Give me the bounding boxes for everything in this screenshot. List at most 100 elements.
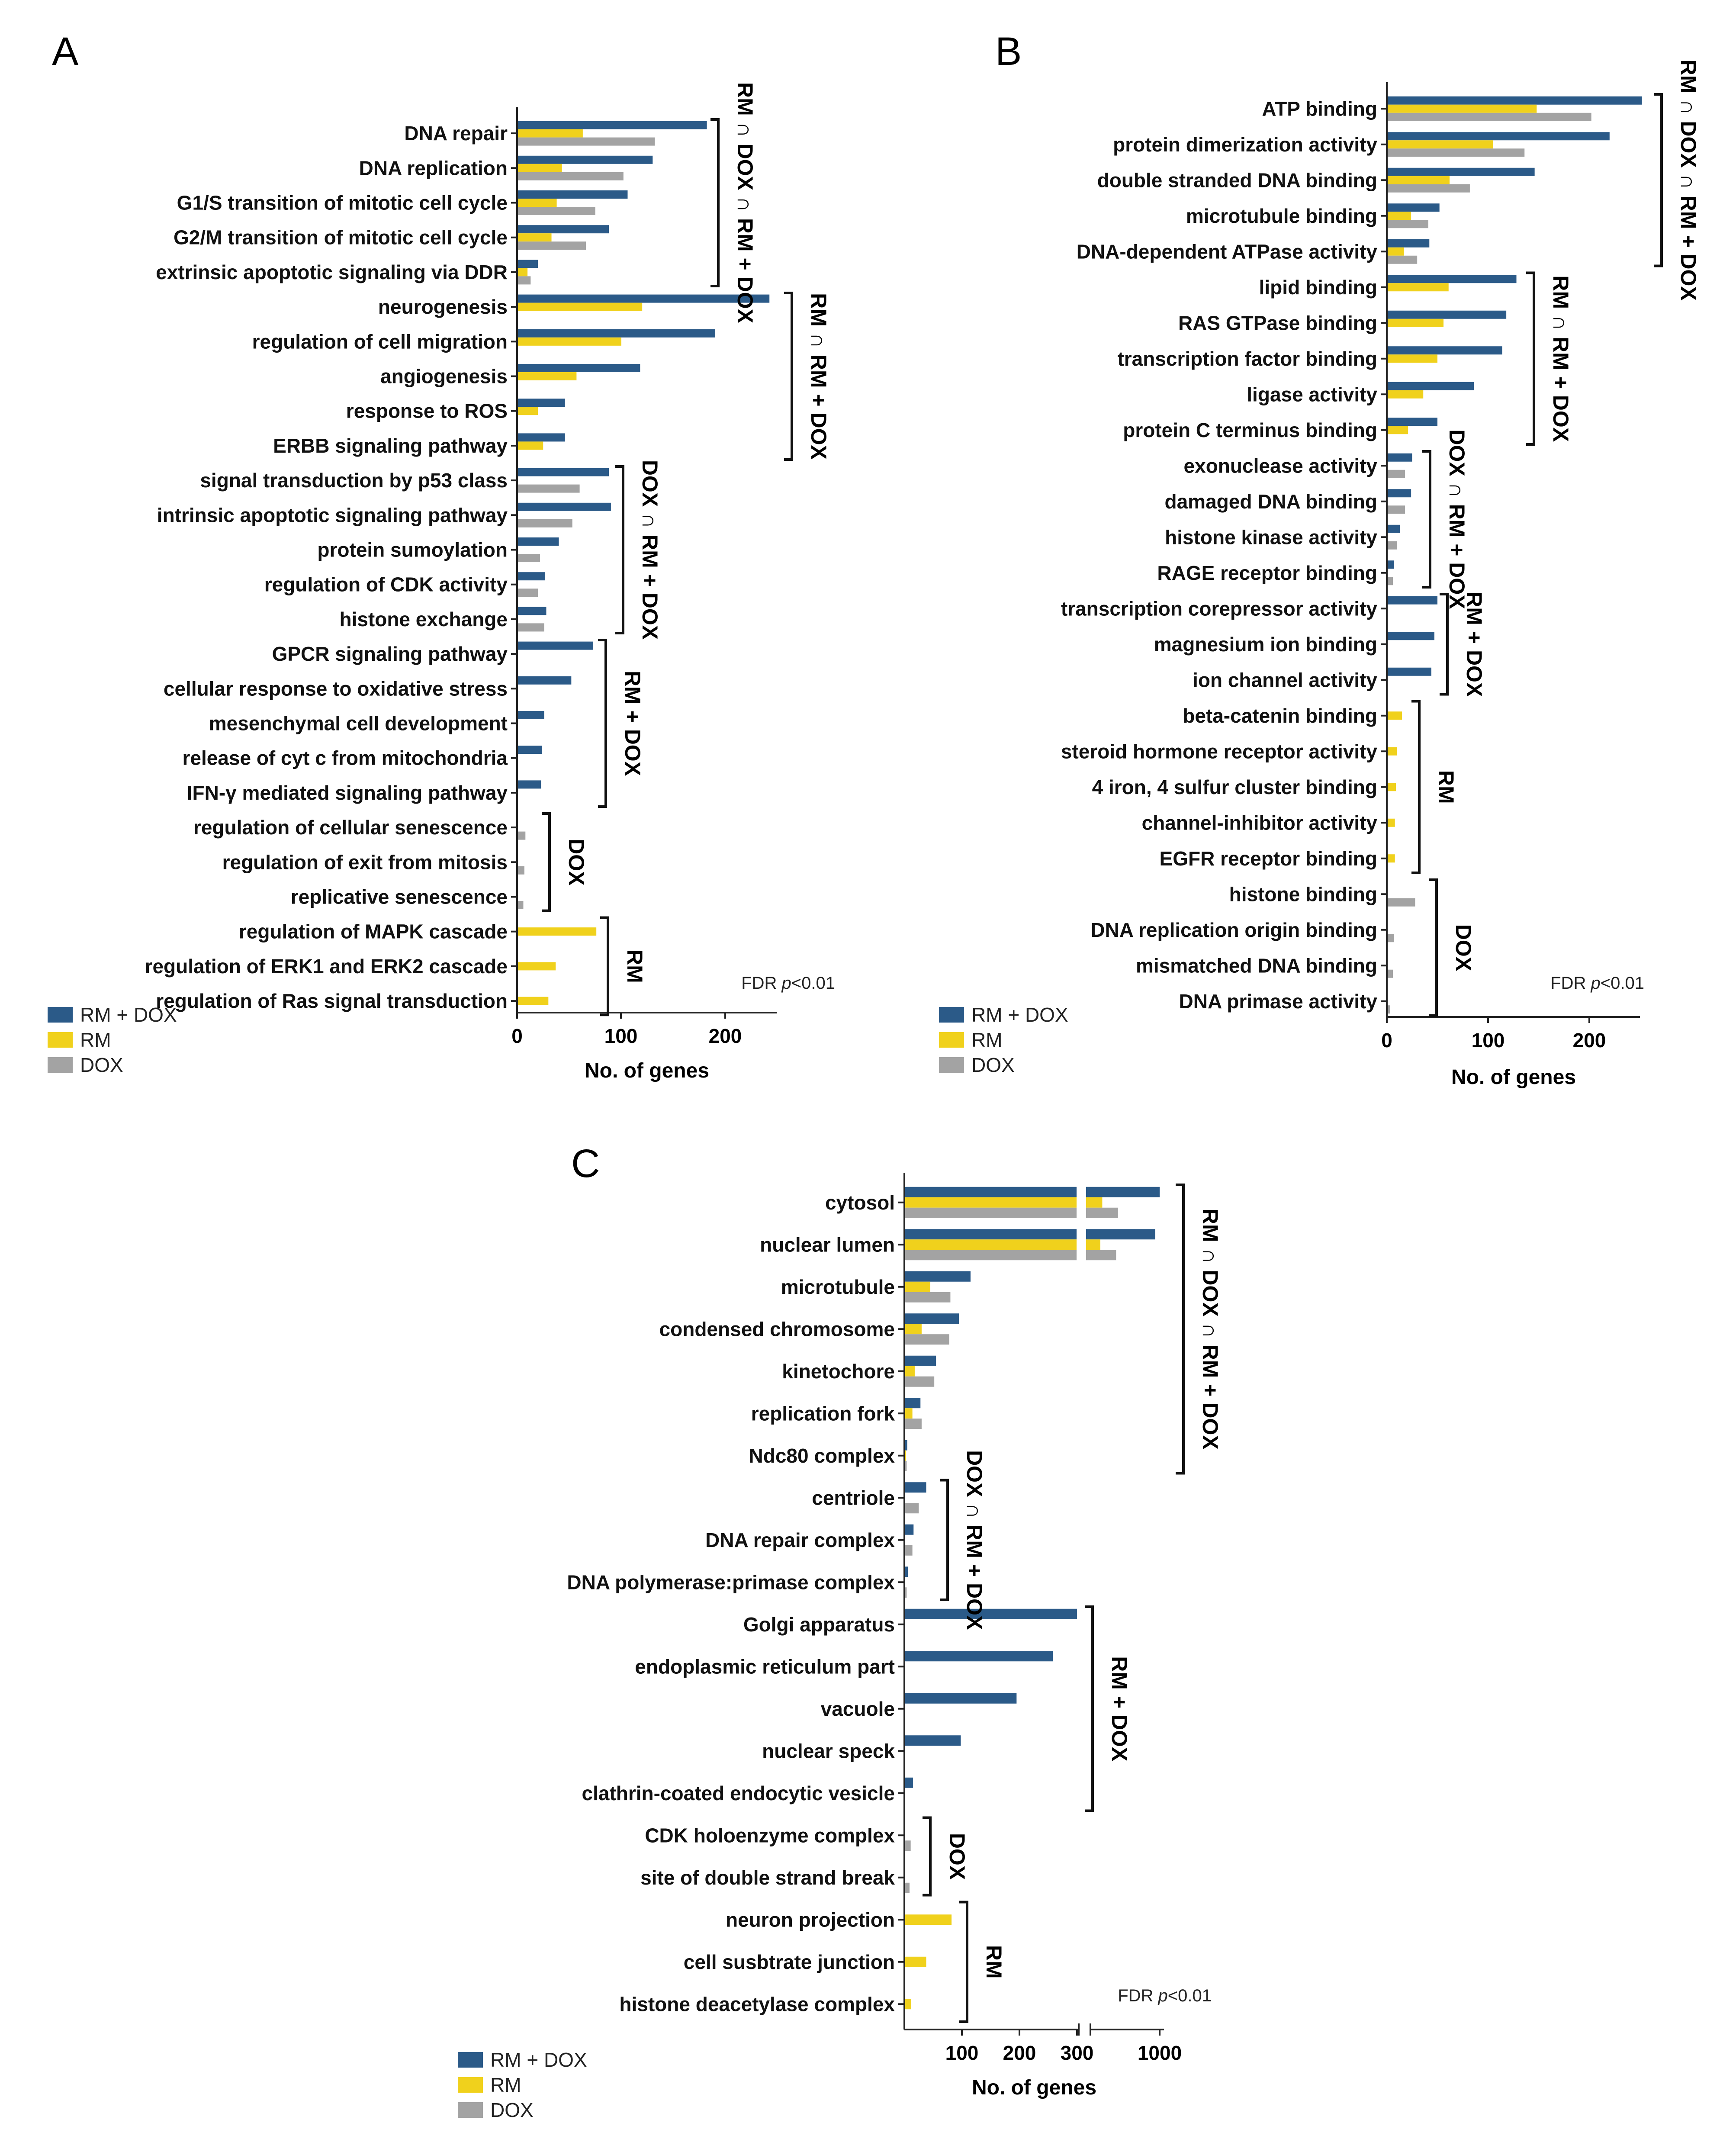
legend-swatch-rm	[48, 1032, 73, 1048]
category-label: cytosol	[825, 1191, 895, 1214]
bar-rm-dox	[517, 225, 609, 234]
bar-rm	[517, 302, 643, 311]
category-label: histone kinase activity	[1165, 526, 1377, 548]
bar-rm	[517, 199, 557, 207]
bar-dox	[904, 1418, 922, 1429]
bar-rm-dox	[1387, 632, 1434, 640]
bar-rm-dox	[1387, 489, 1411, 498]
group-label: DOX ∩ RM + DOX	[1445, 429, 1469, 609]
bar-rm-dox	[517, 433, 565, 442]
bar-rm-dox	[517, 780, 541, 789]
bar-rm-dox	[517, 399, 565, 407]
bar-dox	[904, 1334, 949, 1345]
x-tick-label: 200	[709, 1025, 742, 1047]
category-label: kinetochore	[782, 1360, 895, 1383]
bar-dox	[517, 137, 655, 146]
bar-rm-dox	[904, 1440, 907, 1451]
category-label: exonuclease activity	[1184, 454, 1378, 477]
legend-swatch-rm-dox	[48, 1007, 73, 1023]
bar-dox	[517, 831, 526, 840]
bar-rm-dox	[517, 746, 542, 754]
bar-dox	[517, 207, 595, 215]
legend-label: DOX	[80, 1054, 123, 1076]
bar-dox	[1387, 969, 1393, 978]
bar-rm	[1387, 390, 1424, 399]
bar-rm	[1387, 783, 1396, 791]
bar-rm	[904, 1239, 1100, 1250]
bar-rm	[517, 129, 583, 138]
bar-dox	[517, 554, 540, 562]
bar-rm-dox	[904, 1524, 914, 1535]
bar-rm-dox	[1387, 203, 1440, 212]
bar-dox	[904, 1503, 919, 1514]
category-label: DNA repair	[404, 122, 508, 145]
x-axis-label: No. of genes	[1451, 1066, 1576, 1089]
group-label: RM ∩ RM + DOX	[807, 293, 831, 460]
x-tick-label: 1000	[1138, 2042, 1182, 2064]
category-label: EGFR receptor binding	[1160, 847, 1377, 870]
category-label: replication fork	[751, 1402, 895, 1425]
bar-rm	[1387, 104, 1537, 113]
bar-rm-dox	[1387, 453, 1412, 462]
category-label: G2/M transition of mitotic cell cycle	[174, 226, 508, 249]
legend-label: RM	[971, 1029, 1003, 1051]
category-label: angiogenesis	[380, 365, 508, 388]
bar-rm-dox	[904, 1651, 1053, 1662]
bar-dox	[1387, 220, 1428, 228]
bar-dox	[517, 484, 580, 493]
category-label: transcription corepressor activity	[1061, 597, 1378, 620]
bar-rm-dox	[904, 1187, 1160, 1197]
bar-rm	[904, 1408, 913, 1419]
group-bracket	[1440, 593, 1449, 696]
category-label: steroid hormone receptor activity	[1061, 740, 1377, 762]
fdr-note: FDR p<0.01	[1118, 1986, 1212, 2005]
group-bracket	[1654, 93, 1663, 267]
category-label: damaged DNA binding	[1164, 490, 1377, 513]
panel-b: ATP binding protein dimerization activity…	[939, 60, 1701, 1089]
legend-label: DOX	[490, 2099, 534, 2121]
legend-label: RM	[490, 2074, 521, 2096]
bar-rm-dox	[1387, 96, 1642, 105]
group-label: RM	[623, 949, 647, 983]
category-label: regulation of cell migration	[252, 330, 508, 353]
bar-rm	[1387, 140, 1493, 149]
legend-swatch-dox	[939, 1057, 964, 1073]
bar-rm-dox	[1387, 596, 1437, 605]
bar-rm-dox	[904, 1355, 936, 1366]
x-tick-label: 100	[1472, 1029, 1505, 1052]
panel-label-b: B	[995, 29, 1022, 74]
bar-dox	[517, 241, 586, 250]
category-label: RAGE receptor binding	[1157, 562, 1377, 584]
bar-rm-dox	[904, 1608, 1077, 1619]
bar-rm-dox	[1387, 418, 1437, 426]
group-label: RM ∩ DOX ∩ RM + DOX	[1676, 60, 1701, 301]
bar-rm-dox	[517, 711, 544, 719]
bar-dox	[904, 1840, 911, 1851]
category-label: protein dimerization activity	[1113, 133, 1377, 156]
category-label: intrinsic apoptotic signaling pathway	[157, 504, 508, 526]
bar-dox	[1387, 148, 1525, 157]
category-label: mesenchymal cell development	[209, 712, 508, 735]
bar-rm-dox	[904, 1777, 913, 1788]
category-label: regulation of CDK activity	[264, 573, 508, 596]
bar-dox	[517, 519, 572, 527]
category-label: RAS GTPase binding	[1178, 312, 1377, 334]
bar-rm	[904, 1914, 952, 1925]
group-bracket	[923, 1816, 932, 1897]
bar-rm-dox	[904, 1693, 1017, 1704]
group-bracket	[542, 812, 551, 912]
bar-rm	[1387, 354, 1437, 363]
bar-rm-dox	[1387, 132, 1610, 141]
group-label: RM	[1434, 770, 1458, 804]
bar-rm-dox	[1387, 346, 1502, 355]
category-label: CDK holoenzyme complex	[645, 1824, 895, 1846]
bar-rm-dox	[1387, 667, 1431, 676]
bar-rm	[517, 997, 549, 1005]
group-label: DOX	[1451, 924, 1476, 971]
bar-rm-dox	[517, 294, 770, 303]
bar-rm	[904, 1366, 915, 1377]
bar-dox	[517, 866, 524, 875]
category-label: transcription factor binding	[1117, 347, 1377, 370]
category-label: histone deacetylase complex	[619, 1993, 895, 2015]
x-axis-label: No. of genes	[585, 1059, 709, 1082]
